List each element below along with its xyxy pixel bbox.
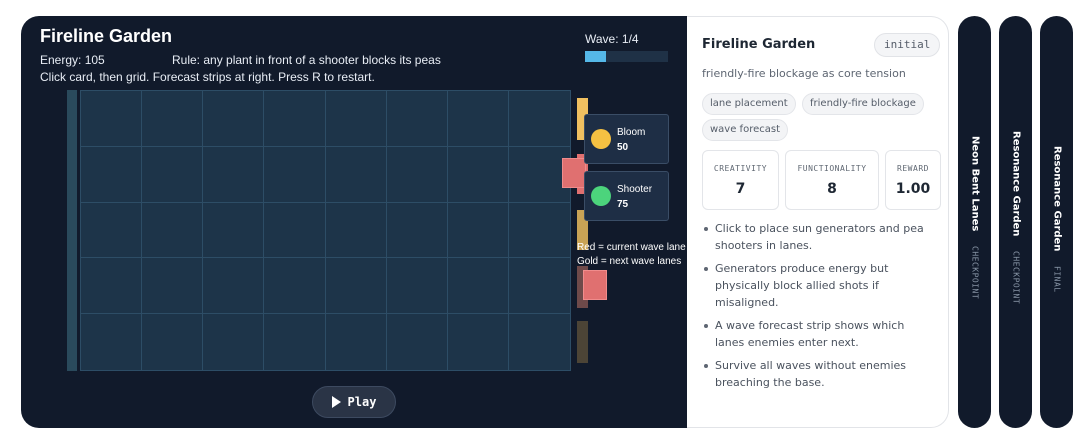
forecast-strip-lane-4 bbox=[577, 266, 588, 308]
tab-resonance-garden-checkpoint[interactable]: Resonance Garden CHECKPOINT bbox=[999, 16, 1032, 428]
lane-grid[interactable] bbox=[80, 90, 571, 371]
tab-neon-bent-lanes[interactable]: Neon Bent Lanes CHECKPOINT bbox=[958, 16, 991, 428]
grid-cell[interactable] bbox=[508, 314, 570, 370]
card-cost: 50 bbox=[617, 142, 629, 153]
grid-cell[interactable] bbox=[508, 146, 570, 203]
card-name: Shooter bbox=[617, 184, 653, 195]
tag-wave-forecast: wave forecast bbox=[702, 119, 788, 141]
grid-cell[interactable] bbox=[447, 146, 509, 203]
base-strip bbox=[67, 90, 77, 371]
forecast-strip-lane-3 bbox=[577, 210, 588, 250]
list-item: Generators produce energy but physically… bbox=[702, 260, 934, 311]
grid-cell[interactable] bbox=[325, 314, 387, 370]
wave-counter: Wave: 1/4 bbox=[585, 32, 639, 46]
list-item: A wave forecast strip shows which lanes … bbox=[702, 317, 934, 351]
info-description: friendly-fire blockage as core tension bbox=[702, 67, 906, 80]
metric-functionality: FUNCTIONALITY 8 bbox=[785, 150, 879, 210]
game-panel[interactable]: Fireline Garden Energy: 105 Rule: any pl… bbox=[21, 16, 687, 428]
grid-cell[interactable] bbox=[325, 91, 387, 147]
grid-cell[interactable] bbox=[81, 258, 143, 315]
play-button[interactable]: Play bbox=[312, 386, 396, 418]
grid-cell[interactable] bbox=[142, 258, 204, 315]
grid-cell[interactable] bbox=[386, 202, 448, 259]
forecast-strip-lane-5 bbox=[577, 321, 588, 363]
grid-cell[interactable] bbox=[325, 258, 387, 315]
metric-value: 8 bbox=[827, 181, 837, 197]
grid-cell[interactable] bbox=[508, 258, 570, 315]
metric-label: REWARD bbox=[897, 164, 929, 173]
legend-gold: Gold = next wave lanes bbox=[577, 256, 682, 267]
tab-name: Resonance Garden bbox=[1010, 131, 1022, 237]
grid-cell[interactable] bbox=[142, 314, 204, 370]
grid-cell[interactable] bbox=[264, 91, 326, 147]
grid-cell[interactable] bbox=[386, 314, 448, 370]
pea-shooter-icon bbox=[591, 186, 611, 206]
card-bloom[interactable]: Bloom 50 bbox=[584, 114, 669, 164]
help-text: Click card, then grid. Forecast strips a… bbox=[40, 70, 375, 84]
list-item: Click to place sun generators and pea sh… bbox=[702, 220, 934, 254]
grid-cell[interactable] bbox=[203, 202, 265, 259]
tab-status: CHECKPOINT bbox=[970, 245, 980, 300]
grid-cell[interactable] bbox=[447, 314, 509, 370]
grid-cell[interactable] bbox=[447, 258, 509, 315]
grid-cell[interactable] bbox=[203, 314, 265, 370]
metric-label: CREATIVITY bbox=[713, 164, 768, 173]
grid-cell[interactable] bbox=[386, 258, 448, 315]
forecast-strip-lane-1 bbox=[577, 98, 588, 140]
status-badge: initial bbox=[874, 33, 941, 57]
card-name: Bloom bbox=[617, 127, 646, 138]
enemy-lane-4 bbox=[583, 270, 607, 300]
metric-label: FUNCTIONALITY bbox=[797, 164, 867, 173]
grid-cell[interactable] bbox=[264, 314, 326, 370]
tab-name: Neon Bent Lanes bbox=[969, 136, 981, 232]
grid-cell[interactable] bbox=[386, 91, 448, 147]
grid-cell[interactable] bbox=[203, 146, 265, 203]
tab-status: CHECKPOINT bbox=[1011, 250, 1021, 305]
grid-cell[interactable] bbox=[325, 202, 387, 259]
tab-name: Resonance Garden bbox=[1051, 146, 1063, 252]
grid-cell[interactable] bbox=[264, 202, 326, 259]
metric-value: 7 bbox=[735, 181, 746, 197]
grid-cell[interactable] bbox=[81, 314, 143, 370]
grid-cell[interactable] bbox=[81, 146, 143, 203]
tag-friendly-fire-blockage: friendly-fire blockage bbox=[802, 93, 924, 115]
grid-cell[interactable] bbox=[203, 91, 265, 147]
tag-lane-placement: lane placement bbox=[702, 93, 796, 115]
grid-cell[interactable] bbox=[142, 202, 204, 259]
grid-cell[interactable] bbox=[447, 202, 509, 259]
rule-text: Rule: any plant in front of a shooter bl… bbox=[172, 53, 441, 67]
description-list: Click to place sun generators and pea sh… bbox=[702, 220, 934, 397]
wave-progress-fill bbox=[585, 51, 606, 62]
metric-reward: REWARD 1.00 bbox=[885, 150, 941, 210]
grid-cell[interactable] bbox=[447, 91, 509, 147]
info-title: Fireline Garden bbox=[702, 37, 816, 52]
grid-cell[interactable] bbox=[203, 258, 265, 315]
card-cost: 75 bbox=[617, 199, 629, 210]
play-icon bbox=[331, 396, 341, 408]
metric-creativity: CREATIVITY 7 bbox=[702, 150, 779, 210]
grid-cell[interactable] bbox=[508, 91, 570, 147]
grid-cell[interactable] bbox=[264, 258, 326, 315]
grid-cell[interactable] bbox=[325, 146, 387, 203]
grid-cell[interactable] bbox=[142, 91, 204, 147]
grid-cell[interactable] bbox=[81, 202, 143, 259]
grid-cell[interactable] bbox=[508, 202, 570, 259]
legend-red: Red = current wave lane bbox=[577, 242, 686, 253]
grid-cell[interactable] bbox=[264, 146, 326, 203]
energy-readout: Energy: 105 bbox=[40, 53, 105, 67]
enemy-lane-2 bbox=[562, 158, 586, 188]
game-title: Fireline Garden bbox=[40, 26, 173, 46]
grid-cell[interactable] bbox=[386, 146, 448, 203]
list-item: Survive all waves without enemies breach… bbox=[702, 357, 934, 391]
grid-cell[interactable] bbox=[142, 146, 204, 203]
tab-resonance-garden-final[interactable]: Resonance Garden FINAL bbox=[1040, 16, 1073, 428]
card-shooter[interactable]: Shooter 75 bbox=[584, 171, 669, 221]
tab-status: FINAL bbox=[1052, 265, 1062, 293]
info-panel: Fireline Garden initial friendly-fire bl… bbox=[687, 16, 949, 428]
wave-progress-bar bbox=[585, 51, 668, 62]
metric-value: 1.00 bbox=[895, 181, 931, 197]
sun-icon bbox=[591, 129, 611, 149]
grid-cell[interactable] bbox=[81, 91, 143, 147]
play-label: Play bbox=[347, 395, 377, 409]
